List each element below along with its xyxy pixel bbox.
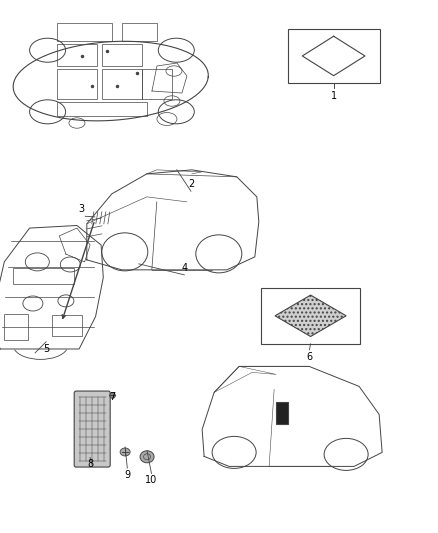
Text: 8: 8 — [87, 459, 93, 470]
Bar — [52, 315, 82, 336]
Bar — [57, 102, 147, 116]
Ellipse shape — [29, 100, 65, 124]
Bar — [261, 288, 359, 344]
Bar — [276, 402, 287, 424]
FancyBboxPatch shape — [74, 391, 110, 467]
Ellipse shape — [212, 437, 255, 469]
Text: 10: 10 — [145, 475, 157, 486]
Polygon shape — [274, 295, 345, 336]
Ellipse shape — [120, 448, 130, 456]
Ellipse shape — [29, 38, 65, 62]
Bar — [13, 269, 74, 284]
Ellipse shape — [195, 235, 241, 273]
Bar — [4, 314, 28, 340]
Text: 9: 9 — [124, 470, 130, 480]
Ellipse shape — [102, 233, 148, 271]
Text: 5: 5 — [43, 344, 49, 354]
Bar — [287, 29, 379, 83]
Bar — [102, 44, 141, 66]
Text: 3: 3 — [78, 204, 84, 214]
Bar — [57, 69, 97, 99]
Ellipse shape — [140, 451, 154, 463]
Ellipse shape — [158, 100, 194, 124]
Text: 6: 6 — [306, 352, 312, 362]
Text: 4: 4 — [181, 263, 187, 273]
Bar — [102, 69, 141, 99]
Text: 2: 2 — [187, 179, 194, 189]
Ellipse shape — [158, 38, 194, 62]
Text: 1: 1 — [330, 91, 336, 101]
Text: 7: 7 — [109, 392, 115, 402]
Bar — [122, 23, 157, 41]
Bar — [57, 44, 97, 66]
Bar — [141, 69, 172, 99]
Ellipse shape — [323, 439, 367, 471]
Bar — [57, 23, 112, 41]
